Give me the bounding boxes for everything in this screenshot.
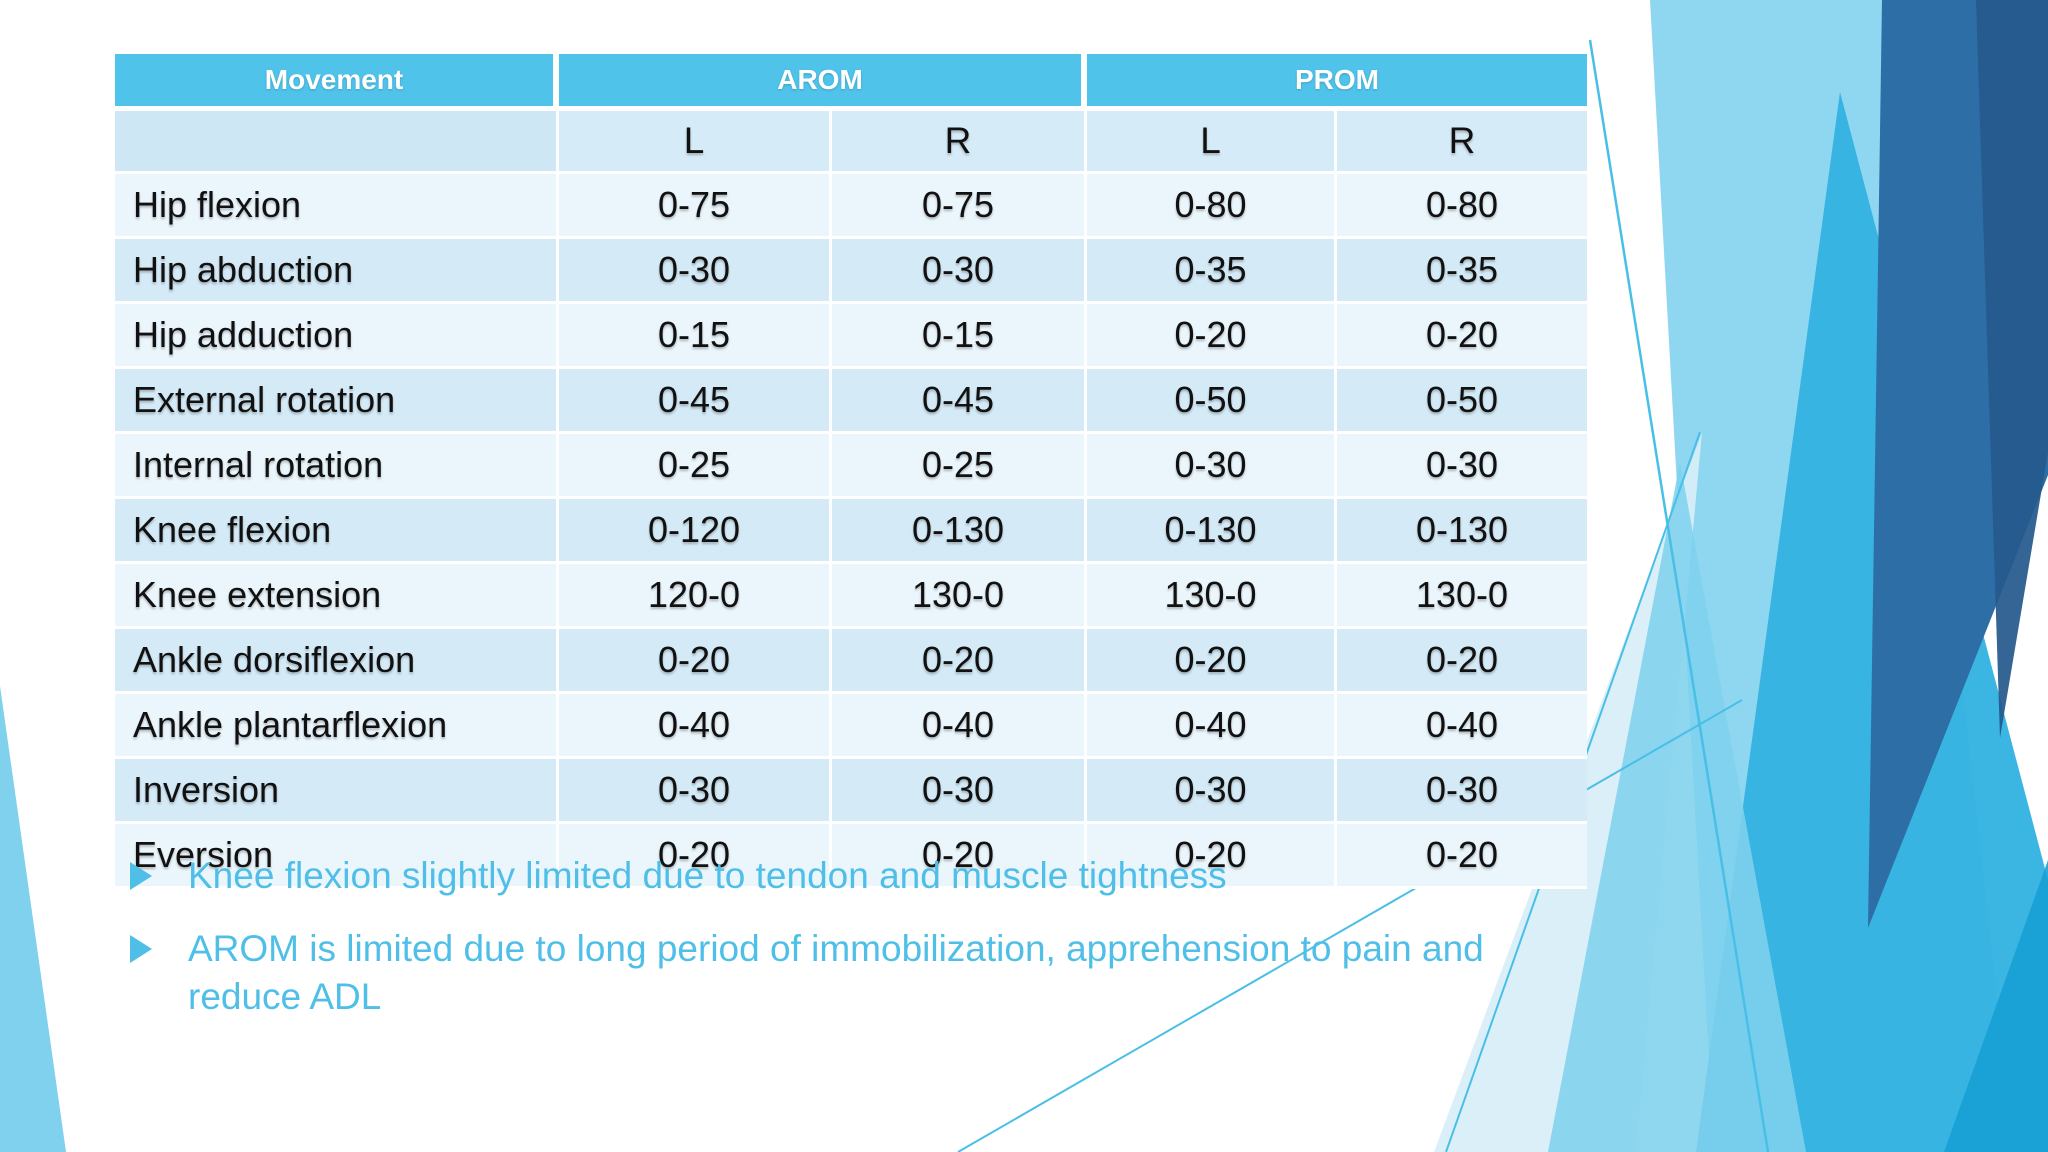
movement-cell: Hip flexion [115, 174, 559, 236]
value-cell: 0-75 [559, 174, 832, 236]
movement-cell: Eversion [115, 824, 559, 886]
movement-cell: Ankle plantarflexion [115, 694, 559, 756]
value-cell: 0-20 [1087, 304, 1337, 366]
table-subheader-row: L R L R [115, 111, 1587, 174]
table-group-header-row: Movement AROM PROM [115, 54, 1587, 106]
table-row: Internal rotation 0-25 0-25 0-30 0-30 [115, 434, 1587, 499]
group-header-movement: Movement [115, 54, 559, 106]
value-cell: 0-25 [832, 434, 1087, 496]
bullet-text: AROM is limited due to long period of im… [188, 928, 1484, 1017]
value-cell: 0-20 [1337, 304, 1587, 366]
table-row: Ankle plantarflexion 0-40 0-40 0-40 0-40 [115, 694, 1587, 759]
subheader-blank [115, 111, 559, 171]
value-cell: 0-25 [559, 434, 832, 496]
deco-line-long [957, 699, 1743, 1152]
value-cell: 0-130 [1087, 499, 1337, 561]
value-cell: 0-30 [1337, 759, 1587, 821]
value-cell: 0-45 [832, 369, 1087, 431]
subheader-arom-l: L [559, 111, 832, 171]
value-cell: 130-0 [1337, 564, 1587, 626]
deco-medium-triangle [1696, 92, 2048, 1152]
deco-line-right [1588, 39, 1770, 1152]
bullet-list: Knee flexion slightly limited due to ten… [130, 852, 1490, 1046]
bullet-item: Knee flexion slightly limited due to ten… [130, 852, 1490, 899]
table-row: Hip flexion 0-75 0-75 0-80 0-80 [115, 174, 1587, 239]
value-cell: 0-15 [559, 304, 832, 366]
value-cell: 0-20 [832, 824, 1087, 886]
value-cell: 0-30 [1337, 434, 1587, 496]
value-cell: 0-15 [832, 304, 1087, 366]
table-row: Knee flexion 0-120 0-130 0-130 0-130 [115, 499, 1587, 564]
bullet-arrow-icon [130, 935, 152, 964]
value-cell: 0-80 [1337, 174, 1587, 236]
subheader-prom-l: L [1087, 111, 1337, 171]
value-cell: 0-40 [1337, 694, 1587, 756]
value-cell: 0-50 [1337, 369, 1587, 431]
movement-cell: Inversion [115, 759, 559, 821]
group-header-arom: AROM [559, 54, 1087, 106]
movement-cell: Knee extension [115, 564, 559, 626]
value-cell: 0-20 [1337, 629, 1587, 691]
value-cell: 0-20 [559, 824, 832, 886]
deco-medium-corner [1944, 860, 2048, 1152]
table-row: Inversion 0-30 0-30 0-30 0-30 [115, 759, 1587, 824]
movement-cell: Hip abduction [115, 239, 559, 301]
value-cell: 0-30 [559, 239, 832, 301]
value-cell: 0-75 [832, 174, 1087, 236]
value-cell: 0-130 [832, 499, 1087, 561]
value-cell: 0-30 [559, 759, 832, 821]
value-cell: 0-20 [1337, 824, 1587, 886]
value-cell: 0-20 [1087, 824, 1337, 886]
movement-cell: Knee flexion [115, 499, 559, 561]
value-cell: 130-0 [1087, 564, 1337, 626]
subheader-arom-r: R [832, 111, 1087, 171]
value-cell: 0-120 [559, 499, 832, 561]
value-cell: 0-20 [559, 629, 832, 691]
deco-navy-corner [1976, 0, 2048, 738]
rom-table: Movement AROM PROM L R L R Hip flexion 0… [115, 54, 1587, 889]
table-row: Hip adduction 0-15 0-15 0-20 0-20 [115, 304, 1587, 369]
value-cell: 0-40 [832, 694, 1087, 756]
movement-cell: Ankle dorsiflexion [115, 629, 559, 691]
subheader-prom-r: R [1337, 111, 1587, 171]
bullet-arrow-icon [130, 862, 152, 890]
bullet-item: AROM is limited due to long period of im… [130, 925, 1490, 1020]
value-cell: 0-45 [559, 369, 832, 431]
table-row: External rotation 0-45 0-45 0-50 0-50 [115, 369, 1587, 434]
bullet-text: Knee flexion slightly limited due to ten… [188, 855, 1227, 896]
deco-corner-wedge [0, 686, 66, 1152]
table-row: Ankle dorsiflexion 0-20 0-20 0-20 0-20 [115, 629, 1587, 694]
value-cell: 0-30 [1087, 759, 1337, 821]
value-cell: 0-80 [1087, 174, 1337, 236]
value-cell: 120-0 [559, 564, 832, 626]
value-cell: 0-20 [832, 629, 1087, 691]
table-row: Hip abduction 0-30 0-30 0-35 0-35 [115, 239, 1587, 304]
value-cell: 0-130 [1337, 499, 1587, 561]
value-cell: 0-20 [1087, 629, 1337, 691]
group-header-prom: PROM [1087, 54, 1587, 106]
value-cell: 130-0 [832, 564, 1087, 626]
value-cell: 0-40 [1087, 694, 1337, 756]
movement-cell: Hip adduction [115, 304, 559, 366]
value-cell: 0-30 [832, 759, 1087, 821]
value-cell: 0-30 [832, 239, 1087, 301]
value-cell: 0-30 [1087, 434, 1337, 496]
value-cell: 0-35 [1337, 239, 1587, 301]
table-row: Eversion 0-20 0-20 0-20 0-20 [115, 824, 1587, 889]
value-cell: 0-50 [1087, 369, 1337, 431]
value-cell: 0-35 [1087, 239, 1337, 301]
movement-cell: External rotation [115, 369, 559, 431]
value-cell: 0-40 [559, 694, 832, 756]
movement-cell: Internal rotation [115, 434, 559, 496]
table-row: Knee extension 120-0 130-0 130-0 130-0 [115, 564, 1587, 629]
